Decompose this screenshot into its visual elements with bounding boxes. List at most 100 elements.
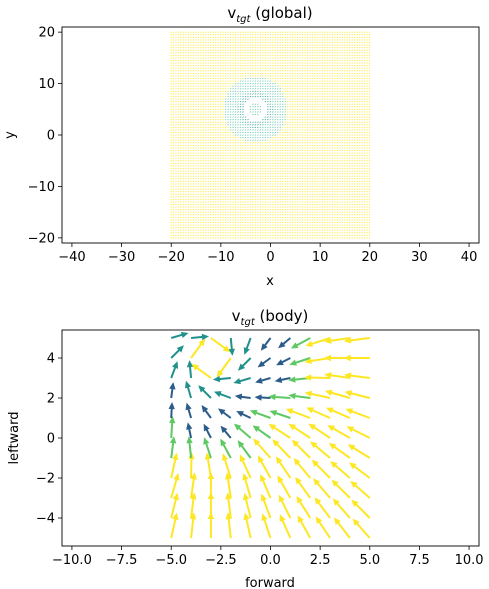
field-arrow — [200, 75, 202, 77]
field-arrow — [291, 203, 294, 206]
field-arrow — [294, 116, 296, 118]
field-arrow — [232, 54, 234, 57]
field-arrow — [276, 201, 279, 203]
field-arrow — [279, 165, 282, 167]
field-arrow — [259, 49, 262, 51]
field-arrow — [182, 85, 185, 87]
field-arrow — [242, 221, 244, 224]
field-arrow — [294, 39, 296, 41]
field-arrow — [304, 116, 306, 118]
field-arrow — [209, 167, 212, 170]
field-arrow — [190, 131, 192, 134]
field-arrow — [304, 224, 306, 226]
field-arrow — [314, 144, 316, 147]
field-arrow — [190, 103, 192, 105]
field-arrow — [314, 100, 316, 103]
field-arrow — [309, 93, 311, 95]
field-arrow — [294, 229, 296, 231]
field-arrow — [209, 31, 212, 33]
field-arrow — [195, 36, 197, 39]
field-arrow — [204, 147, 207, 149]
field-arrow — [249, 139, 252, 141]
field-arrow — [286, 54, 289, 57]
field-arrow — [321, 90, 324, 93]
field-arrow — [306, 106, 309, 108]
field-arrow — [249, 224, 252, 226]
field-arrow — [286, 147, 289, 149]
field-arrow — [306, 70, 309, 72]
field-arrow — [232, 88, 234, 90]
field-arrow — [319, 54, 321, 57]
field-arrow — [175, 90, 177, 93]
field-arrow — [291, 144, 294, 147]
field-arrow — [276, 93, 279, 95]
field-arrow — [269, 188, 272, 190]
field-arrow — [304, 59, 306, 62]
field-arrow — [217, 178, 219, 180]
field-arrow — [269, 178, 272, 180]
field-arrow — [314, 98, 316, 100]
field-arrow — [306, 134, 309, 136]
field-arrow — [262, 57, 264, 59]
field-arrow — [294, 139, 296, 141]
field-arrow — [267, 82, 269, 85]
field-arrow — [232, 59, 234, 62]
field-arrow — [306, 162, 309, 165]
field-arrow — [204, 67, 207, 69]
field-arrow — [264, 144, 267, 147]
field-arrow — [212, 170, 215, 172]
field-arrow — [299, 216, 301, 219]
field-arrow — [264, 142, 267, 144]
field-arrow — [309, 211, 311, 213]
field-arrow — [242, 157, 244, 159]
field-arrow — [214, 98, 217, 100]
field-arrow — [264, 90, 267, 93]
field-arrow — [182, 139, 185, 141]
field-arrow — [294, 131, 296, 134]
field-arrow — [219, 221, 222, 224]
field-arrow — [227, 142, 229, 144]
field-arrow — [257, 162, 259, 165]
field-arrow — [269, 229, 272, 231]
field-arrow — [284, 167, 286, 170]
field-arrow — [244, 224, 247, 226]
field-arrow — [229, 129, 232, 131]
field-arrow — [296, 136, 299, 139]
field-arrow — [301, 226, 304, 229]
field-arrow — [299, 41, 301, 44]
field-arrow — [229, 211, 232, 213]
field-arrow — [185, 82, 187, 85]
field-arrow — [217, 46, 219, 49]
field-arrow — [296, 170, 299, 172]
field-arrow — [281, 113, 284, 116]
field-arrow — [269, 59, 272, 62]
field-arrow — [291, 211, 294, 213]
field-arrow — [172, 75, 175, 77]
field-arrow — [321, 93, 324, 95]
field-arrow — [244, 54, 247, 57]
field-arrow — [195, 149, 197, 152]
field-arrow — [271, 221, 274, 224]
field-arrow — [192, 106, 195, 108]
field-arrow — [274, 170, 277, 172]
field-arrow — [209, 198, 212, 201]
field-arrow — [321, 44, 324, 46]
field-arrow — [284, 93, 286, 95]
field-arrow — [269, 162, 272, 165]
field-arrow — [284, 100, 286, 103]
field-arrow — [185, 129, 187, 131]
field-arrow — [200, 82, 202, 85]
field-arrow — [279, 34, 282, 36]
field-arrow — [185, 118, 187, 121]
field-arrow — [234, 59, 237, 62]
field-arrow — [197, 142, 200, 144]
field-arrow — [249, 64, 252, 67]
field-arrow — [301, 198, 304, 201]
field-arrow — [276, 98, 279, 100]
field-arrow — [217, 216, 219, 219]
field-arrow — [276, 72, 279, 75]
field-arrow — [304, 226, 306, 229]
field-arrow — [207, 165, 210, 167]
field-arrow — [237, 77, 239, 80]
field-arrow — [267, 54, 269, 57]
